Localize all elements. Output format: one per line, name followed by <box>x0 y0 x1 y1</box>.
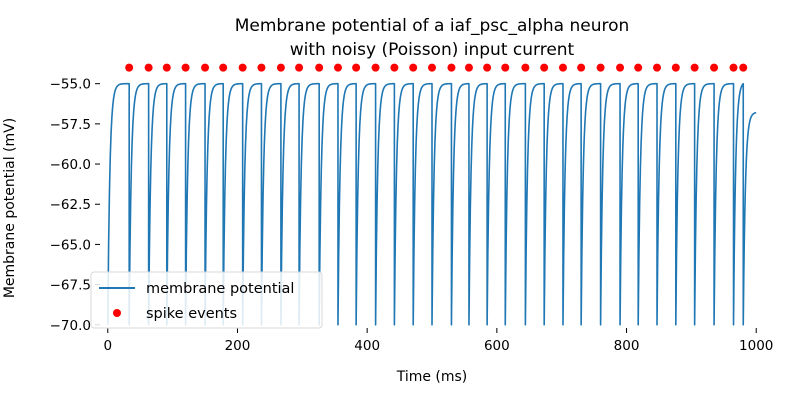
spike-marker <box>729 63 738 72</box>
spike-marker <box>653 63 662 72</box>
spike-marker <box>333 63 342 72</box>
x-tick-label: 1000 <box>739 338 773 354</box>
y-axis-label: Membrane potential (mV) <box>2 118 18 298</box>
chart-title-line-2: with noisy (Poisson) input current <box>290 40 575 60</box>
spike-marker <box>616 63 625 72</box>
spike-marker <box>352 63 361 72</box>
spike-marker <box>390 63 399 72</box>
spike-marker <box>634 63 643 72</box>
spike-marker <box>690 63 699 72</box>
y-tick-label: −60.0 <box>50 157 91 173</box>
y-tick-label: −55.0 <box>50 77 91 93</box>
spike-marker <box>710 63 719 72</box>
y-tick-label: −70.0 <box>50 318 91 334</box>
spike-marker <box>315 63 324 72</box>
x-tick-label: 600 <box>484 338 510 354</box>
spike-marker <box>295 63 304 72</box>
spike-marker <box>483 63 492 72</box>
y-tick-label: −67.5 <box>50 278 91 294</box>
y-tick-label: −57.5 <box>50 117 91 133</box>
spike-marker <box>596 63 605 72</box>
x-tick-label: 200 <box>225 338 251 354</box>
spike-marker <box>447 63 456 72</box>
x-tick-label: 800 <box>614 338 640 354</box>
spike-marker <box>125 63 134 72</box>
spike-marker <box>501 63 510 72</box>
plot-area <box>106 63 757 326</box>
spike-events <box>125 63 748 72</box>
x-axis: 0 200 400 600 800 1000 <box>103 328 773 354</box>
spike-marker <box>201 63 210 72</box>
spike-marker <box>219 63 228 72</box>
y-tick-label: −62.5 <box>50 197 91 213</box>
legend-label-membrane-potential: membrane potential <box>146 281 294 297</box>
spike-marker <box>577 63 586 72</box>
x-axis-label: Time (ms) <box>396 369 468 385</box>
y-axis: −70.0 −67.5 −65.0 −62.5 −60.0 −57.5 −55.0 <box>50 77 100 334</box>
spike-marker <box>238 63 247 72</box>
spike-marker <box>181 63 190 72</box>
spike-marker <box>162 63 171 72</box>
chart-title: Membrane potential of a iaf_psc_alpha ne… <box>235 16 630 60</box>
spike-marker <box>671 63 680 72</box>
spike-marker <box>409 63 418 72</box>
legend: membrane potential spike events <box>90 271 323 329</box>
spike-marker <box>558 63 567 72</box>
chart-title-line-1: Membrane potential of a iaf_psc_alpha ne… <box>235 16 630 36</box>
spike-marker <box>257 63 266 72</box>
x-tick-label: 0 <box>103 338 112 354</box>
spike-marker <box>540 63 549 72</box>
legend-box <box>90 271 323 329</box>
spike-marker <box>144 63 153 72</box>
legend-label-spike-events: spike events <box>146 306 237 322</box>
spike-marker <box>521 63 530 72</box>
spike-marker <box>739 63 748 72</box>
spike-marker <box>464 63 473 72</box>
spike-marker <box>276 63 285 72</box>
y-tick-label: −65.0 <box>50 237 91 253</box>
legend-dot-swatch <box>113 309 121 317</box>
x-tick-label: 400 <box>354 338 380 354</box>
membrane-potential-line <box>106 82 757 326</box>
spike-marker <box>428 63 436 72</box>
spike-marker <box>371 63 380 72</box>
